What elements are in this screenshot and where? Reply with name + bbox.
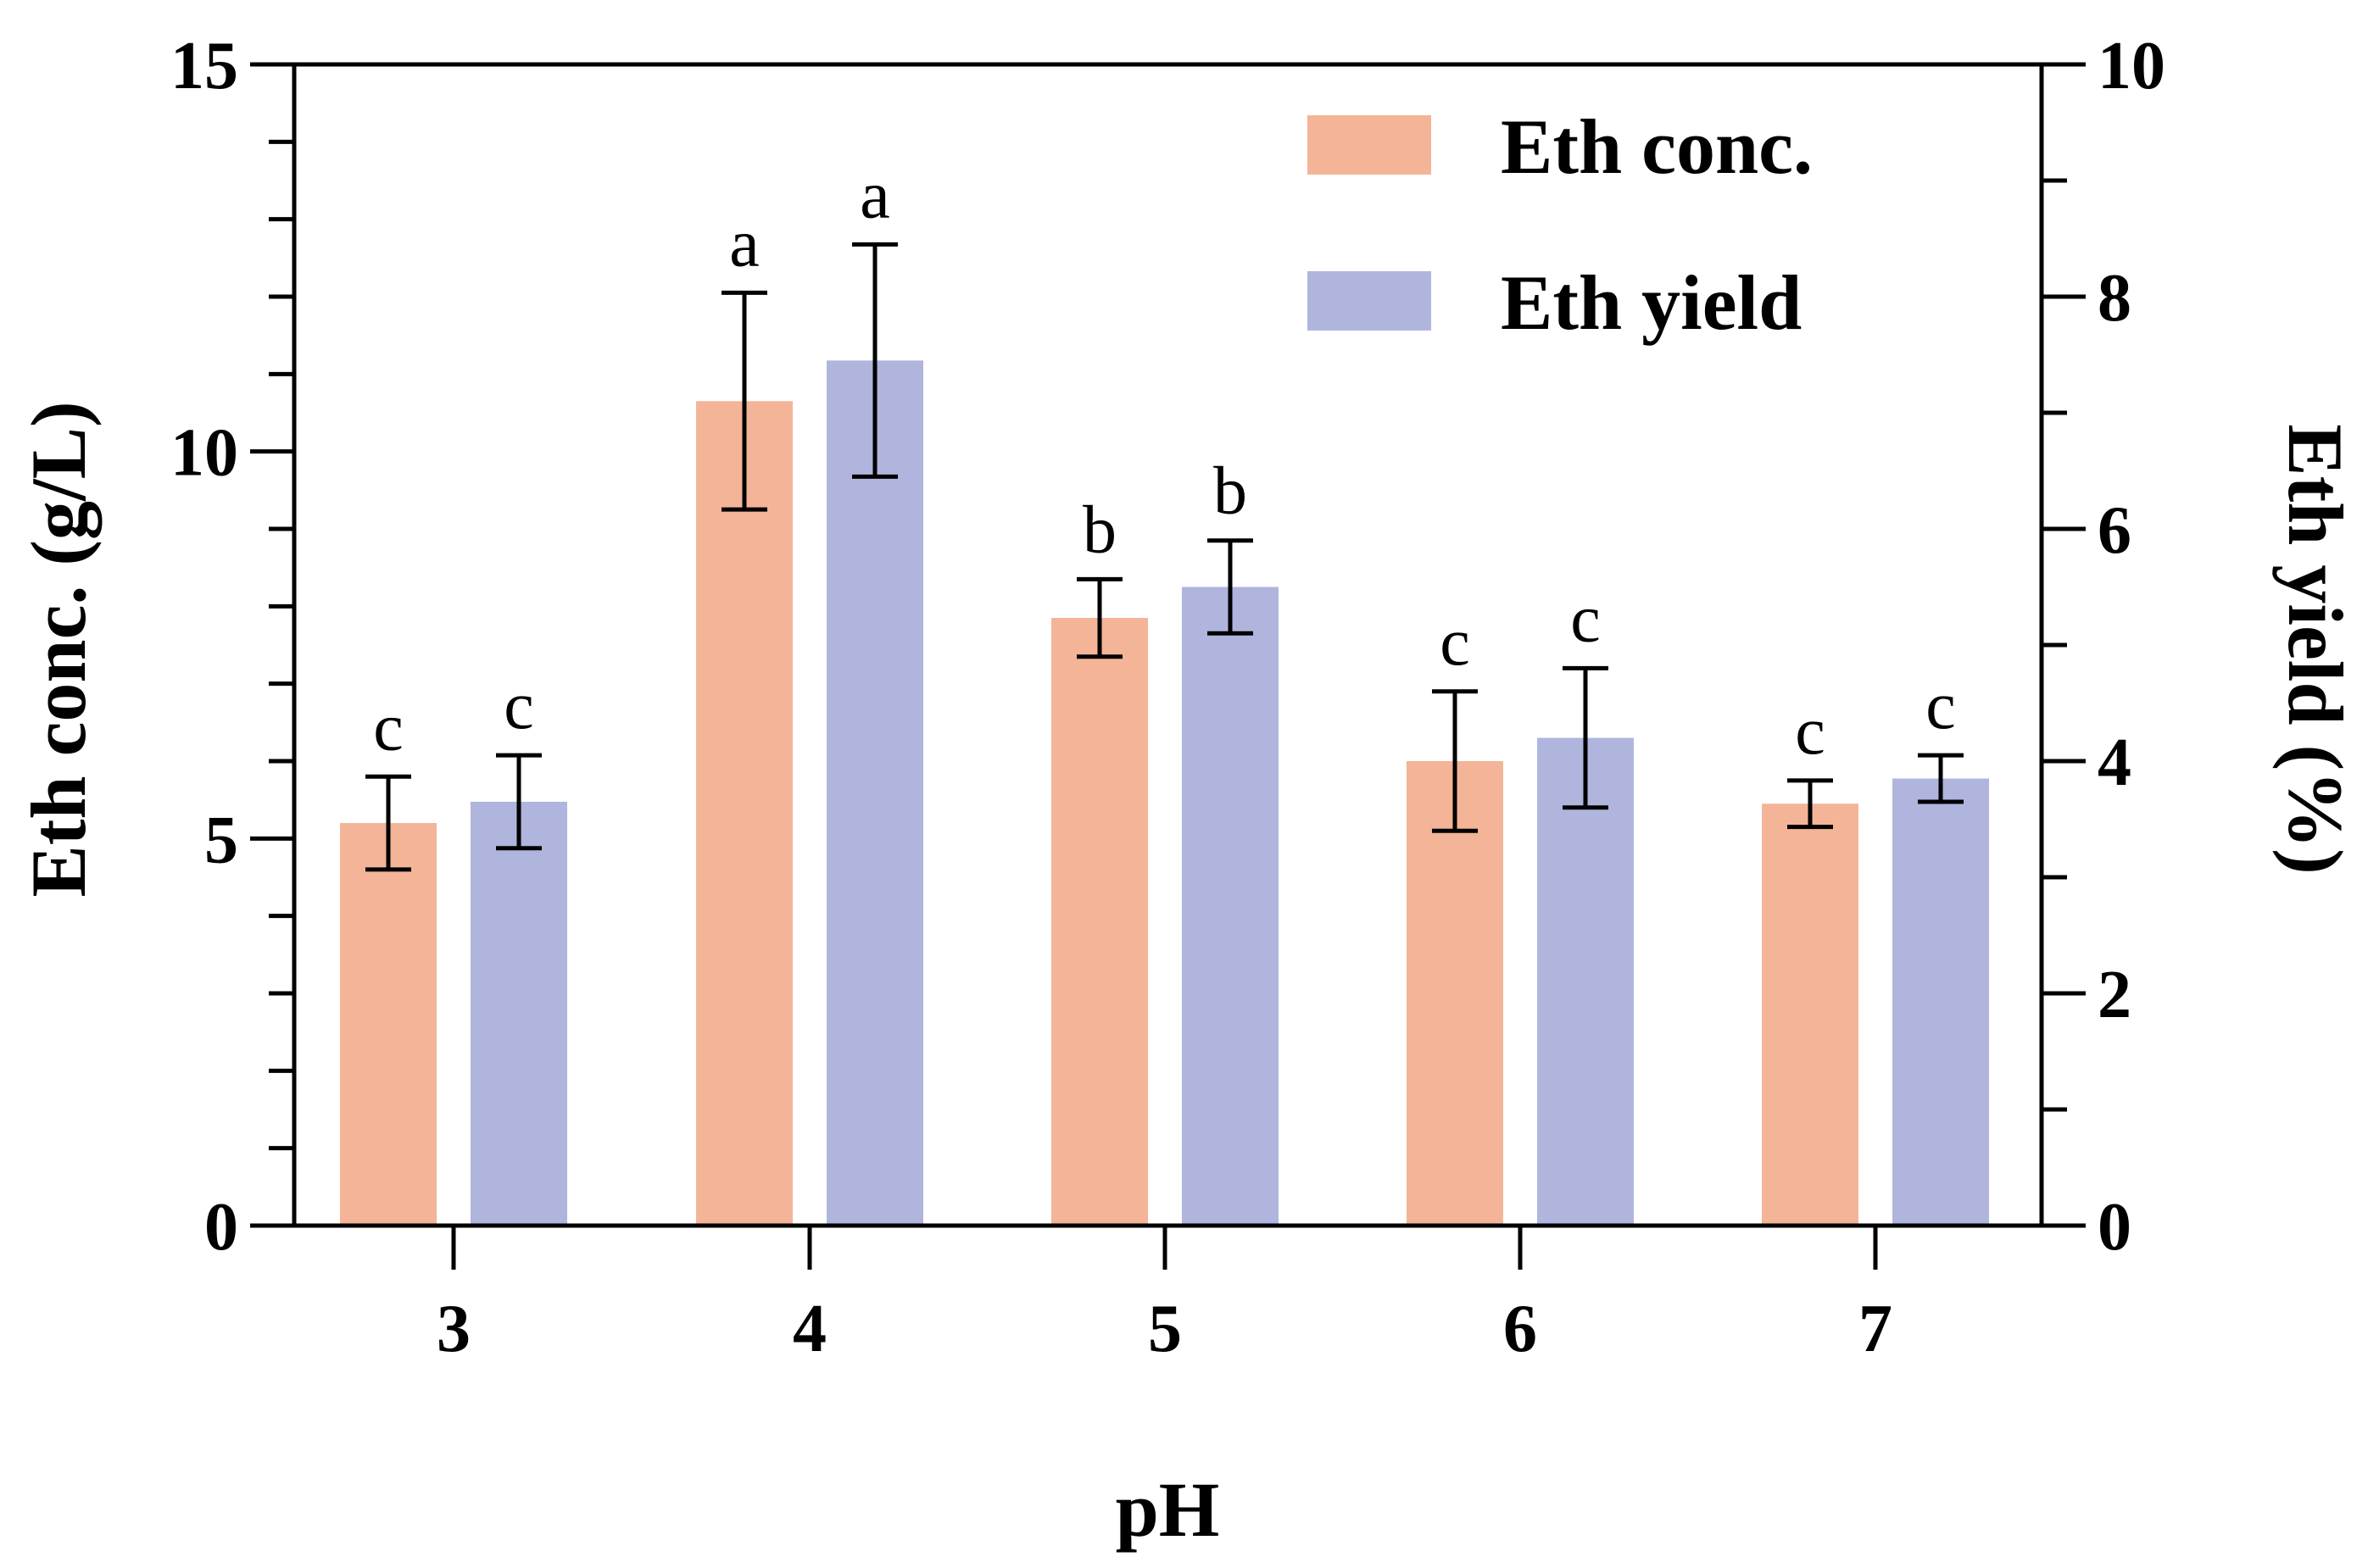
left-tick-label: 0 (204, 1190, 238, 1265)
legend-label-eth-yield: Eth yield (1501, 259, 1802, 346)
right-tick-label: 10 (2098, 29, 2165, 103)
bar-eth-conc-ph-5 (1051, 618, 1148, 1226)
significance-letter-eth-yield-ph-6: c (1570, 581, 1601, 656)
error-bar-eth-conc-ph-5 (1077, 576, 1123, 659)
right-tick-label: 4 (2098, 726, 2131, 800)
left-tick-label: 15 (170, 29, 238, 103)
legend-label-eth-conc: Eth conc. (1501, 103, 1813, 190)
error-bars-layer (365, 242, 1964, 872)
significance-letter-eth-conc-ph-3: c (373, 690, 404, 765)
bars-layer (340, 360, 1989, 1226)
x-tick-label: 7 (1858, 1292, 1892, 1366)
x-axis-ticks: 3 4 5 6 7 (437, 1226, 1892, 1366)
bar-eth-conc-ph-4 (696, 401, 793, 1226)
error-bar-eth-conc-ph-3 (365, 774, 411, 872)
significance-letter-eth-conc-ph-5: b (1083, 492, 1117, 567)
error-bar-eth-conc-ph-4 (722, 290, 767, 512)
error-bar-eth-yield-ph-6 (1563, 665, 1608, 810)
error-bar-eth-conc-ph-6 (1432, 689, 1478, 833)
left-tick-label: 5 (204, 803, 238, 877)
significance-letters-layer: c a b c c c a b c c (373, 158, 1956, 768)
left-tick-label: 10 (170, 416, 238, 491)
bar-eth-conc-ph-6 (1407, 761, 1503, 1226)
x-tick-label: 6 (1503, 1292, 1537, 1366)
bar-eth-yield-ph-7 (1892, 778, 1989, 1226)
legend-swatch-eth-conc (1307, 115, 1431, 175)
x-tick-label: 4 (793, 1292, 827, 1366)
right-tick-label: 0 (2098, 1190, 2131, 1265)
right-tick-label: 8 (2098, 261, 2131, 336)
significance-letter-eth-yield-ph-4: a (860, 158, 890, 232)
y2-axis-title: Eth yield (%) (2272, 424, 2359, 875)
error-bar-eth-conc-ph-7 (1787, 778, 1833, 830)
bar-eth-yield-ph-5 (1182, 587, 1279, 1226)
bar-eth-yield-ph-4 (827, 360, 923, 1226)
significance-letter-eth-conc-ph-6: c (1440, 605, 1470, 680)
left-axis-ticks: 0 5 10 15 (170, 29, 294, 1265)
significance-letter-eth-conc-ph-4: a (729, 206, 760, 281)
significance-letter-eth-yield-ph-7: c (1925, 669, 1956, 743)
right-tick-label: 6 (2098, 493, 2131, 568)
bar-eth-conc-ph-7 (1762, 803, 1858, 1226)
x-tick-label: 5 (1148, 1292, 1182, 1366)
significance-letter-eth-conc-ph-7: c (1795, 694, 1825, 769)
legend-swatch-eth-yield (1307, 271, 1431, 331)
bar-eth-conc-ph-3 (340, 823, 437, 1226)
error-bar-eth-yield-ph-3 (496, 753, 542, 851)
error-bar-eth-yield-ph-7 (1918, 753, 1964, 804)
right-axis-ticks: 0 2 4 6 8 10 (2042, 29, 2165, 1265)
bar-eth-yield-ph-3 (471, 801, 567, 1226)
right-tick-label: 2 (2098, 958, 2131, 1032)
bar-eth-yield-ph-6 (1537, 737, 1634, 1226)
y-axis-title: Eth conc. (g/L) (15, 401, 102, 897)
significance-letter-eth-yield-ph-3: c (504, 669, 534, 743)
x-axis-title: pH (1116, 1466, 1220, 1553)
error-bar-eth-yield-ph-5 (1207, 538, 1253, 636)
error-bar-eth-yield-ph-4 (852, 242, 898, 479)
x-tick-label: 3 (437, 1292, 471, 1366)
significance-letter-eth-yield-ph-5: b (1213, 454, 1247, 529)
legend: Eth conc. Eth yield (1307, 103, 1813, 346)
